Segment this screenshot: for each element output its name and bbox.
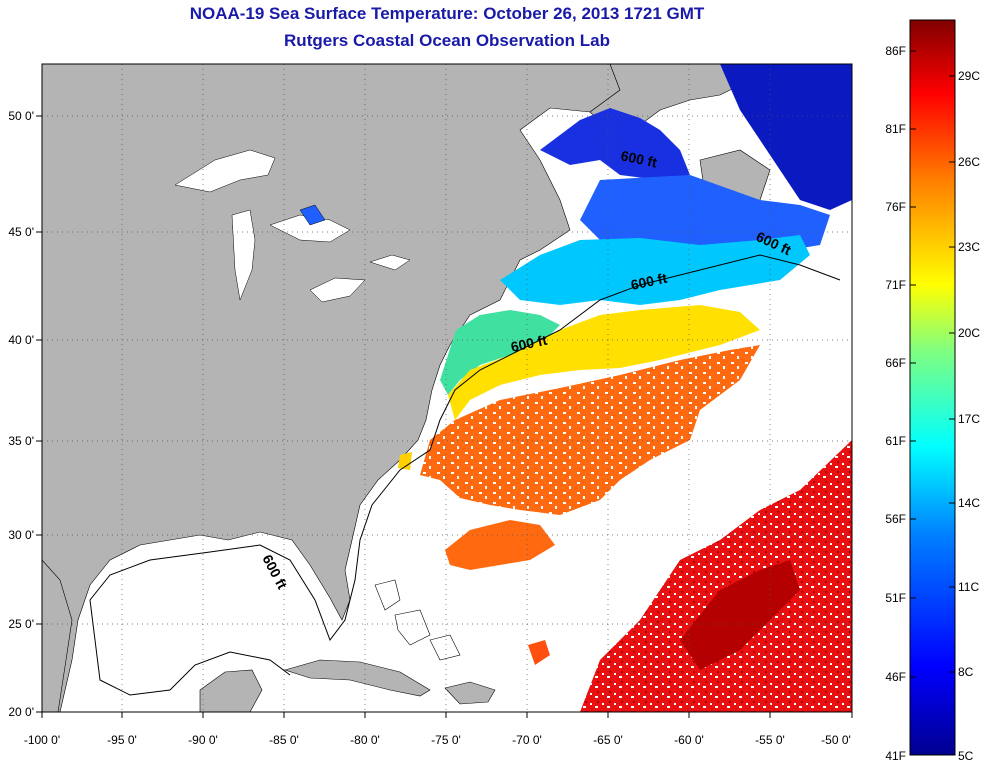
colorbar-f-label: 41F: [885, 749, 906, 763]
sst-orange-small: [528, 640, 550, 665]
sst-sargasso-core: [680, 560, 800, 670]
lat-tick-label: 40 0': [8, 333, 34, 347]
colorbar-f-label: 76F: [885, 200, 906, 214]
map-grid: [42, 64, 852, 712]
contour-label: 600 ft: [629, 270, 668, 293]
colorbar: [909, 19, 956, 756]
colorbar-c-label: 14C: [958, 496, 980, 510]
lat-tick-labels: 20 0' 25 0' 30 0' 35 0' 40 0' 45 0' 50 0…: [8, 109, 34, 719]
great-lakes: [174, 149, 411, 303]
lon-tick-label: -85 0': [269, 733, 299, 747]
colorbar-ticks: [910, 50, 955, 678]
sst-slope-yellow: [448, 305, 760, 420]
colorbar-c-label: 5C: [958, 749, 974, 763]
sst-scotian-shelf: [500, 235, 810, 305]
colorbar-f-label: 81F: [885, 122, 906, 136]
map-subtitle: Rutgers Coastal Ocean Observation Lab: [284, 31, 610, 50]
sst-gulf-stream: [420, 345, 760, 515]
lat-tick-label: 30 0': [8, 528, 34, 542]
sst-newfoundland-shelf: [580, 175, 830, 255]
lon-tick-label: -55 0': [755, 733, 785, 747]
colorbar-f-labels: 86F 81F 76F 71F 66F 61F 56F 51F 46F 41F: [885, 44, 906, 763]
lon-tick-label: -70 0': [512, 733, 542, 747]
colorbar-c-label: 23C: [958, 240, 980, 254]
colorbar-f-label: 66F: [885, 356, 906, 370]
sst-coastal-yellow: [398, 452, 412, 470]
colorbar-f-label: 51F: [885, 591, 906, 605]
sst-labrador: [720, 64, 852, 210]
lat-tick-label: 20 0': [8, 705, 34, 719]
sst-orange-patch: [445, 520, 555, 570]
colorbar-c-label: 20C: [958, 326, 980, 340]
lon-tick-label: -75 0': [431, 733, 461, 747]
lon-tick-label: -60 0': [674, 733, 704, 747]
sst-gulf-st-lawrence: [540, 108, 690, 180]
land-hispaniola: [444, 681, 496, 705]
lat-tick-label: 50 0': [8, 109, 34, 123]
isobath-600ft-gulf: [94, 639, 291, 696]
lon-tick-label: -90 0': [188, 733, 218, 747]
lon-tick-label: -65 0': [593, 733, 623, 747]
colorbar-f-label: 46F: [885, 670, 906, 684]
colorbar-c-labels: 29C 26C 23C 20C 17C 14C 11C 8C 5C: [958, 69, 980, 763]
bahamas-outline: [374, 579, 461, 661]
lat-tick-label: 45 0': [8, 225, 34, 239]
colorbar-c-label: 26C: [958, 155, 980, 169]
colorbar-c-label: 17C: [958, 412, 980, 426]
land-yucatan: [199, 669, 263, 712]
land-mexico: [42, 559, 73, 712]
contour-label: 600 ft: [509, 332, 548, 355]
lat-tick-label: 25 0': [8, 617, 34, 631]
land-cuba: [283, 659, 431, 697]
lon-tick-label: -50 0': [821, 733, 851, 747]
lat-tick-label: 35 0': [8, 434, 34, 448]
colorbar-c-label: 29C: [958, 69, 980, 83]
isobath-600ft: [89, 254, 841, 642]
lon-tick-label: -80 0': [350, 733, 380, 747]
sst-mid-atlantic-shelf: [440, 310, 560, 395]
map-title: NOAA-19 Sea Surface Temperature: October…: [189, 4, 705, 23]
colorbar-c-label: 11C: [958, 580, 979, 594]
colorbar-f-label: 86F: [885, 44, 906, 58]
colorbar-f-label: 61F: [885, 434, 906, 448]
colorbar-f-label: 71F: [885, 278, 906, 292]
lon-tick-labels: -100 0' -95 0' -90 0' -85 0' -80 0' -75 …: [24, 733, 851, 747]
land-north-america: [42, 64, 621, 712]
contour-label: 600 ft: [619, 147, 658, 170]
colorbar-f-label: 56F: [885, 512, 906, 526]
colorbar-c-label: 8C: [958, 665, 974, 679]
map-frame: [41, 63, 853, 713]
lon-tick-label: -95 0': [107, 733, 137, 747]
map-ticks: [36, 115, 853, 718]
sst-sargasso: [580, 440, 852, 712]
lon-tick-label: -100 0': [24, 733, 60, 747]
